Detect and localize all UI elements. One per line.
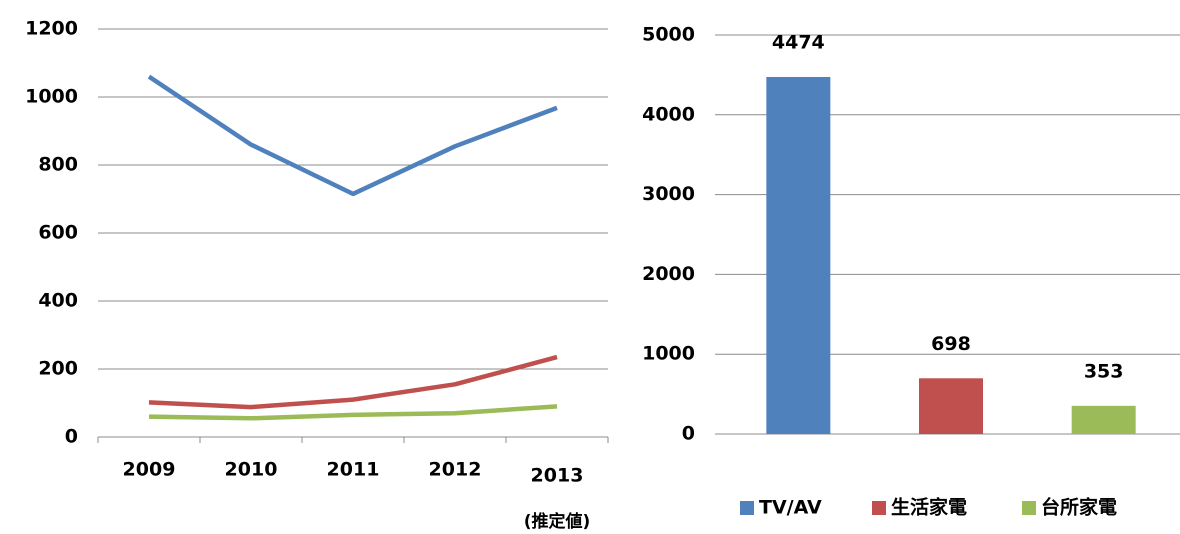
y-tick-label: 3000	[642, 183, 695, 205]
y-tick-label: 1000	[25, 86, 78, 108]
y-tick-label: 600	[38, 222, 78, 244]
y-tick-label: 400	[38, 290, 78, 312]
y-tick-label: 1000	[642, 343, 695, 365]
x-tick-label: 2012	[429, 459, 482, 481]
legend-swatch	[740, 501, 754, 515]
data-label: 4474	[772, 31, 825, 53]
y-tick-label: 5000	[642, 24, 695, 46]
bar	[766, 76, 831, 435]
y-tick-label: 2000	[642, 263, 695, 285]
y-tick-label: 4000	[642, 103, 695, 125]
annotation: (推定値)	[524, 511, 591, 532]
x-tick-label: 2010	[225, 459, 278, 481]
line-series	[148, 404, 558, 421]
data-label: 353	[1084, 360, 1124, 382]
line-series	[147, 74, 558, 197]
legend-swatch	[872, 501, 886, 515]
x-tick-label: 2009	[123, 459, 176, 481]
x-tick-label: 2011	[327, 459, 380, 481]
line-series	[148, 354, 558, 410]
y-tick-label: 200	[38, 358, 78, 380]
y-tick-label: 0	[682, 423, 695, 445]
legend-label: TV/AV	[759, 497, 822, 519]
legend-swatch	[1022, 501, 1036, 515]
bar	[919, 378, 983, 434]
y-tick-label: 800	[38, 154, 78, 176]
y-tick-label: 0	[65, 426, 78, 448]
bar	[1071, 405, 1136, 434]
data-label: 698	[931, 333, 971, 355]
x-tick-label: 2013	[531, 465, 584, 487]
y-tick-label: 1200	[25, 18, 78, 40]
legend-label: 生活家電	[891, 496, 967, 519]
legend-label: 台所家電	[1041, 496, 1117, 519]
